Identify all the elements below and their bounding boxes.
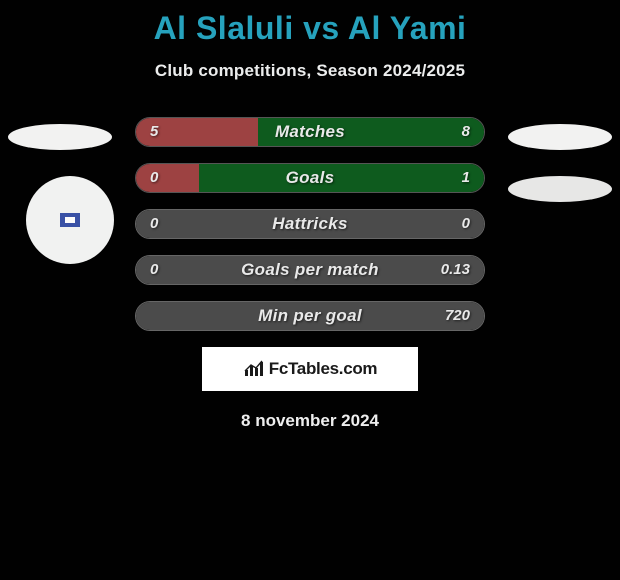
bar-label: Hattricks <box>136 210 484 238</box>
page-subtitle: Club competitions, Season 2024/2025 <box>0 61 620 81</box>
comparison-row: 58Matches <box>135 117 485 147</box>
comparison-bars: 58Matches 01Goals 00Hattricks 00.13Goals pe… <box>135 117 485 331</box>
page-root: Al Slaluli vs Al Yami Club competitions,… <box>0 0 620 580</box>
bar-chart-icon <box>243 360 265 378</box>
bar-label: Matches <box>136 118 484 146</box>
brand-box: FcTables.com <box>202 347 418 391</box>
bar-label: Goals per match <box>136 256 484 284</box>
comparison-row: 720Min per goal <box>135 301 485 331</box>
snapshot-date: 8 november 2024 <box>0 411 620 431</box>
bar-label: Min per goal <box>136 302 484 330</box>
bar-label: Goals <box>136 164 484 192</box>
brand-logo: FcTables.com <box>243 359 378 379</box>
comparison-row: 00Hattricks <box>135 209 485 239</box>
comparison-block: 58Matches 01Goals 00Hattricks 00.13Goals pe… <box>0 117 620 431</box>
brand-text: FcTables.com <box>269 359 378 379</box>
page-title: Al Slaluli vs Al Yami <box>0 0 620 47</box>
comparison-row: 00.13Goals per match <box>135 255 485 285</box>
comparison-row: 01Goals <box>135 163 485 193</box>
